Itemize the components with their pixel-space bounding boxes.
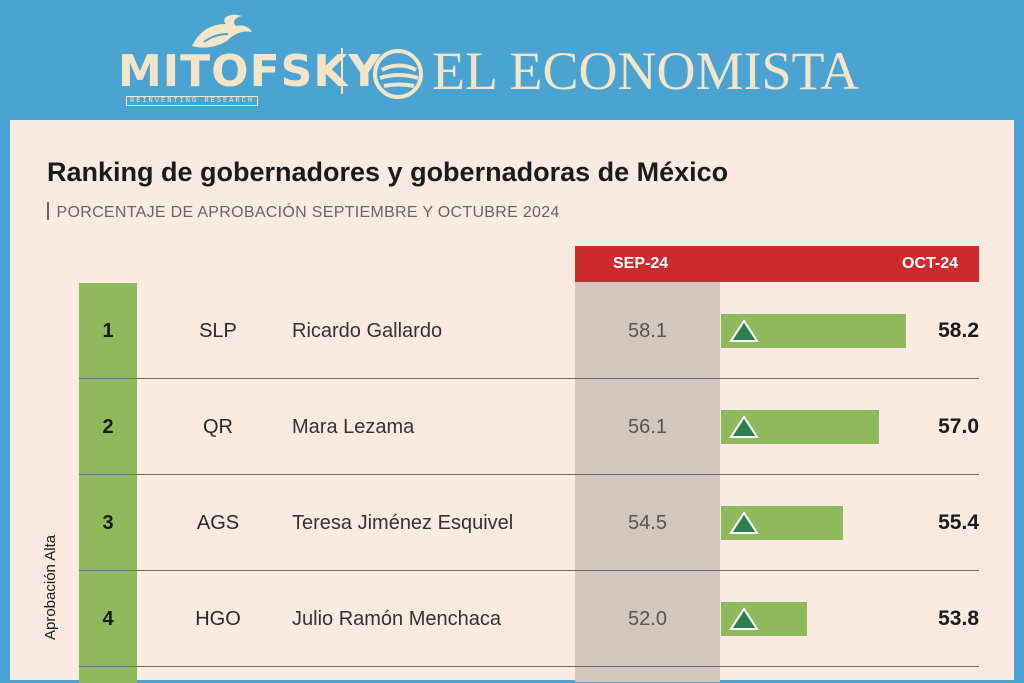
row-divider	[79, 570, 979, 571]
trend-up-arrow-icon	[729, 319, 759, 342]
table-row: 4 HGO Julio Ramón Menchaca 52.0 53.8	[79, 571, 979, 667]
row-divider	[79, 474, 979, 475]
el-economista-globe-icon	[373, 49, 423, 99]
trend-up-arrow-icon	[729, 415, 759, 438]
logo-divider	[341, 48, 343, 94]
table-row: 1 SLP Ricardo Gallardo 58.1 58.2	[79, 283, 979, 379]
chart-subtitle-text: PORCENTAJE DE APROBACIÓN SEPTIEMBRE Y OC…	[56, 204, 560, 221]
rank-number: 3	[102, 512, 114, 534]
chart-title: Ranking de gobernadores y gobernadoras d…	[47, 157, 729, 187]
state-code: SLP	[199, 320, 237, 342]
state-code: HGO	[195, 608, 241, 630]
state-code: AGS	[196, 512, 240, 534]
sep-value: 56.1	[628, 416, 667, 438]
column-header-sep: SEP-24	[613, 255, 669, 272]
mitofsky-tagline: REINVENTING RESEARCH	[126, 96, 259, 106]
governor-name: Ricardo Gallardo	[292, 320, 443, 342]
oct-bar	[721, 602, 807, 636]
rank-column-background	[79, 283, 137, 683]
rank-number: 2	[102, 416, 114, 438]
governor-name: Julio Ramón Menchaca	[292, 608, 501, 630]
oct-value: 53.8	[938, 607, 979, 630]
column-header-bar	[575, 246, 979, 282]
oct-value: 57.0	[938, 415, 979, 438]
trend-up-arrow-icon	[729, 511, 759, 534]
oct-bar	[721, 314, 907, 348]
governor-name: Mara Lezama	[292, 416, 415, 438]
oct-value: 55.4	[938, 511, 979, 534]
chart-subtitle: PORCENTAJE DE APROBACIÓN SEPTIEMBRE Y OC…	[47, 202, 560, 222]
governor-name: Teresa Jiménez Esquivel	[292, 512, 514, 534]
trend-up-arrow-icon	[729, 607, 759, 630]
table-row: 2 QR Mara Lezama 56.1 57.0	[79, 379, 979, 475]
mitofsky-logo: MITOFSKY	[118, 46, 382, 97]
sep-value: 58.1	[628, 320, 667, 342]
group-label: Aprobación Alta	[42, 534, 59, 640]
el-economista-logo: EL ECONOMISTA	[432, 41, 860, 101]
subtitle-marker	[47, 202, 49, 220]
oct-value: 58.2	[938, 319, 979, 342]
sep-column-background	[575, 282, 720, 682]
column-header-oct: OCT-24	[902, 255, 959, 272]
state-code: QR	[203, 416, 233, 438]
chart-panel	[10, 120, 1014, 680]
row-divider	[79, 378, 979, 379]
sep-value: 52.0	[628, 608, 667, 630]
rank-number: 1	[102, 320, 114, 342]
header-banner: MITOFSKY REINVENTING RESEARCH EL ECONOMI…	[0, 0, 1024, 120]
rank-number: 4	[102, 608, 114, 630]
sep-value: 54.5	[628, 512, 667, 534]
mitofsky-bird-logo-icon	[192, 14, 252, 48]
table-row: 3 AGS Teresa Jiménez Esquivel 54.5 55.4	[79, 475, 979, 571]
row-divider	[79, 666, 979, 667]
